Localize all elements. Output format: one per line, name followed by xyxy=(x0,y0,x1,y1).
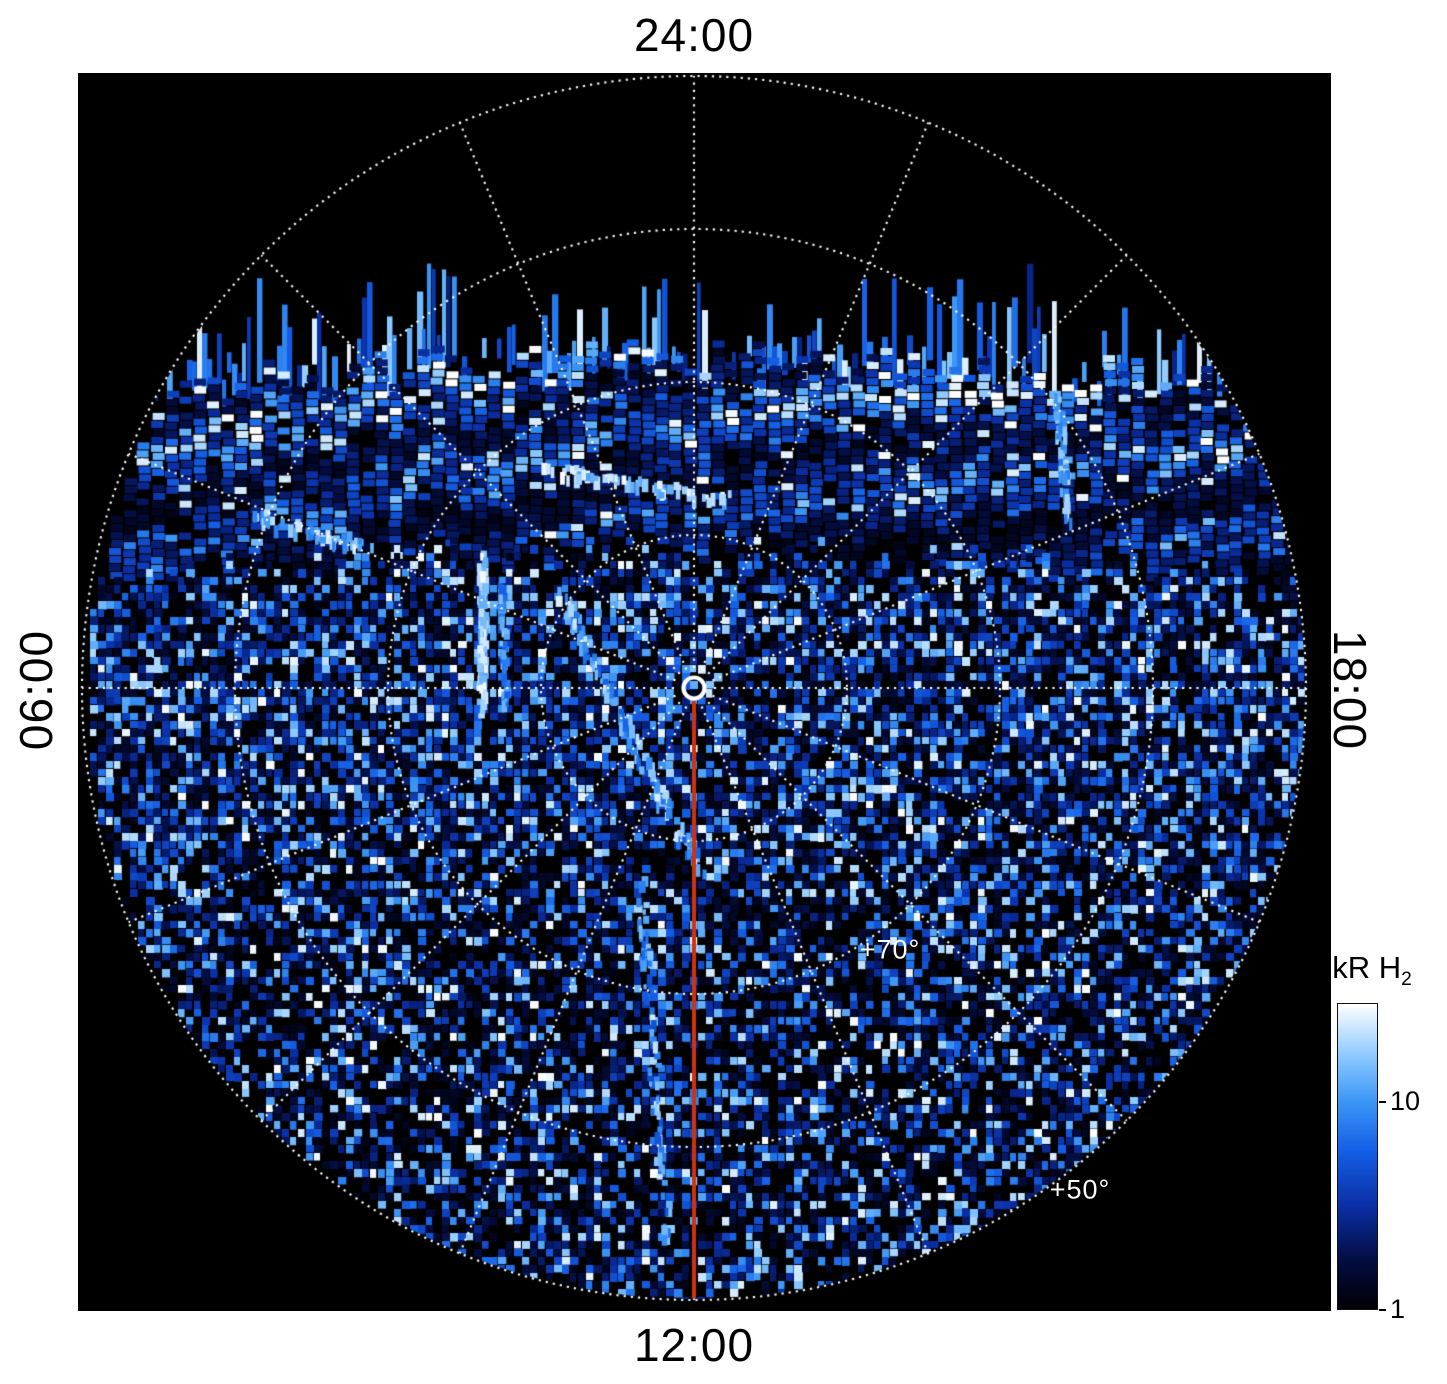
colorbar-tick-mark xyxy=(1379,1101,1386,1104)
polar-heatmap-canvas xyxy=(78,73,1331,1311)
colorbar-title-main: kR H xyxy=(1332,950,1402,985)
local-time-label-top: 24:00 xyxy=(633,9,755,61)
colorbar-tick-mark xyxy=(1379,1309,1386,1311)
colorbar-gradient xyxy=(1337,1003,1378,1310)
colorbar-tick-label: 10 xyxy=(1390,1086,1421,1117)
local-time-label-left: 06:00 xyxy=(10,629,62,751)
ring-label: +50° xyxy=(1049,1174,1111,1205)
colorbar-title: kR H2 xyxy=(1332,950,1412,991)
ring-label: +70° xyxy=(859,934,921,965)
colorbar-title-subscript: 2 xyxy=(1401,969,1412,991)
local-time-label-right: 18:00 xyxy=(1324,629,1376,751)
colorbar-tick-label: 1 xyxy=(1390,1294,1406,1324)
local-time-label-bottom: 12:00 xyxy=(633,1319,755,1371)
